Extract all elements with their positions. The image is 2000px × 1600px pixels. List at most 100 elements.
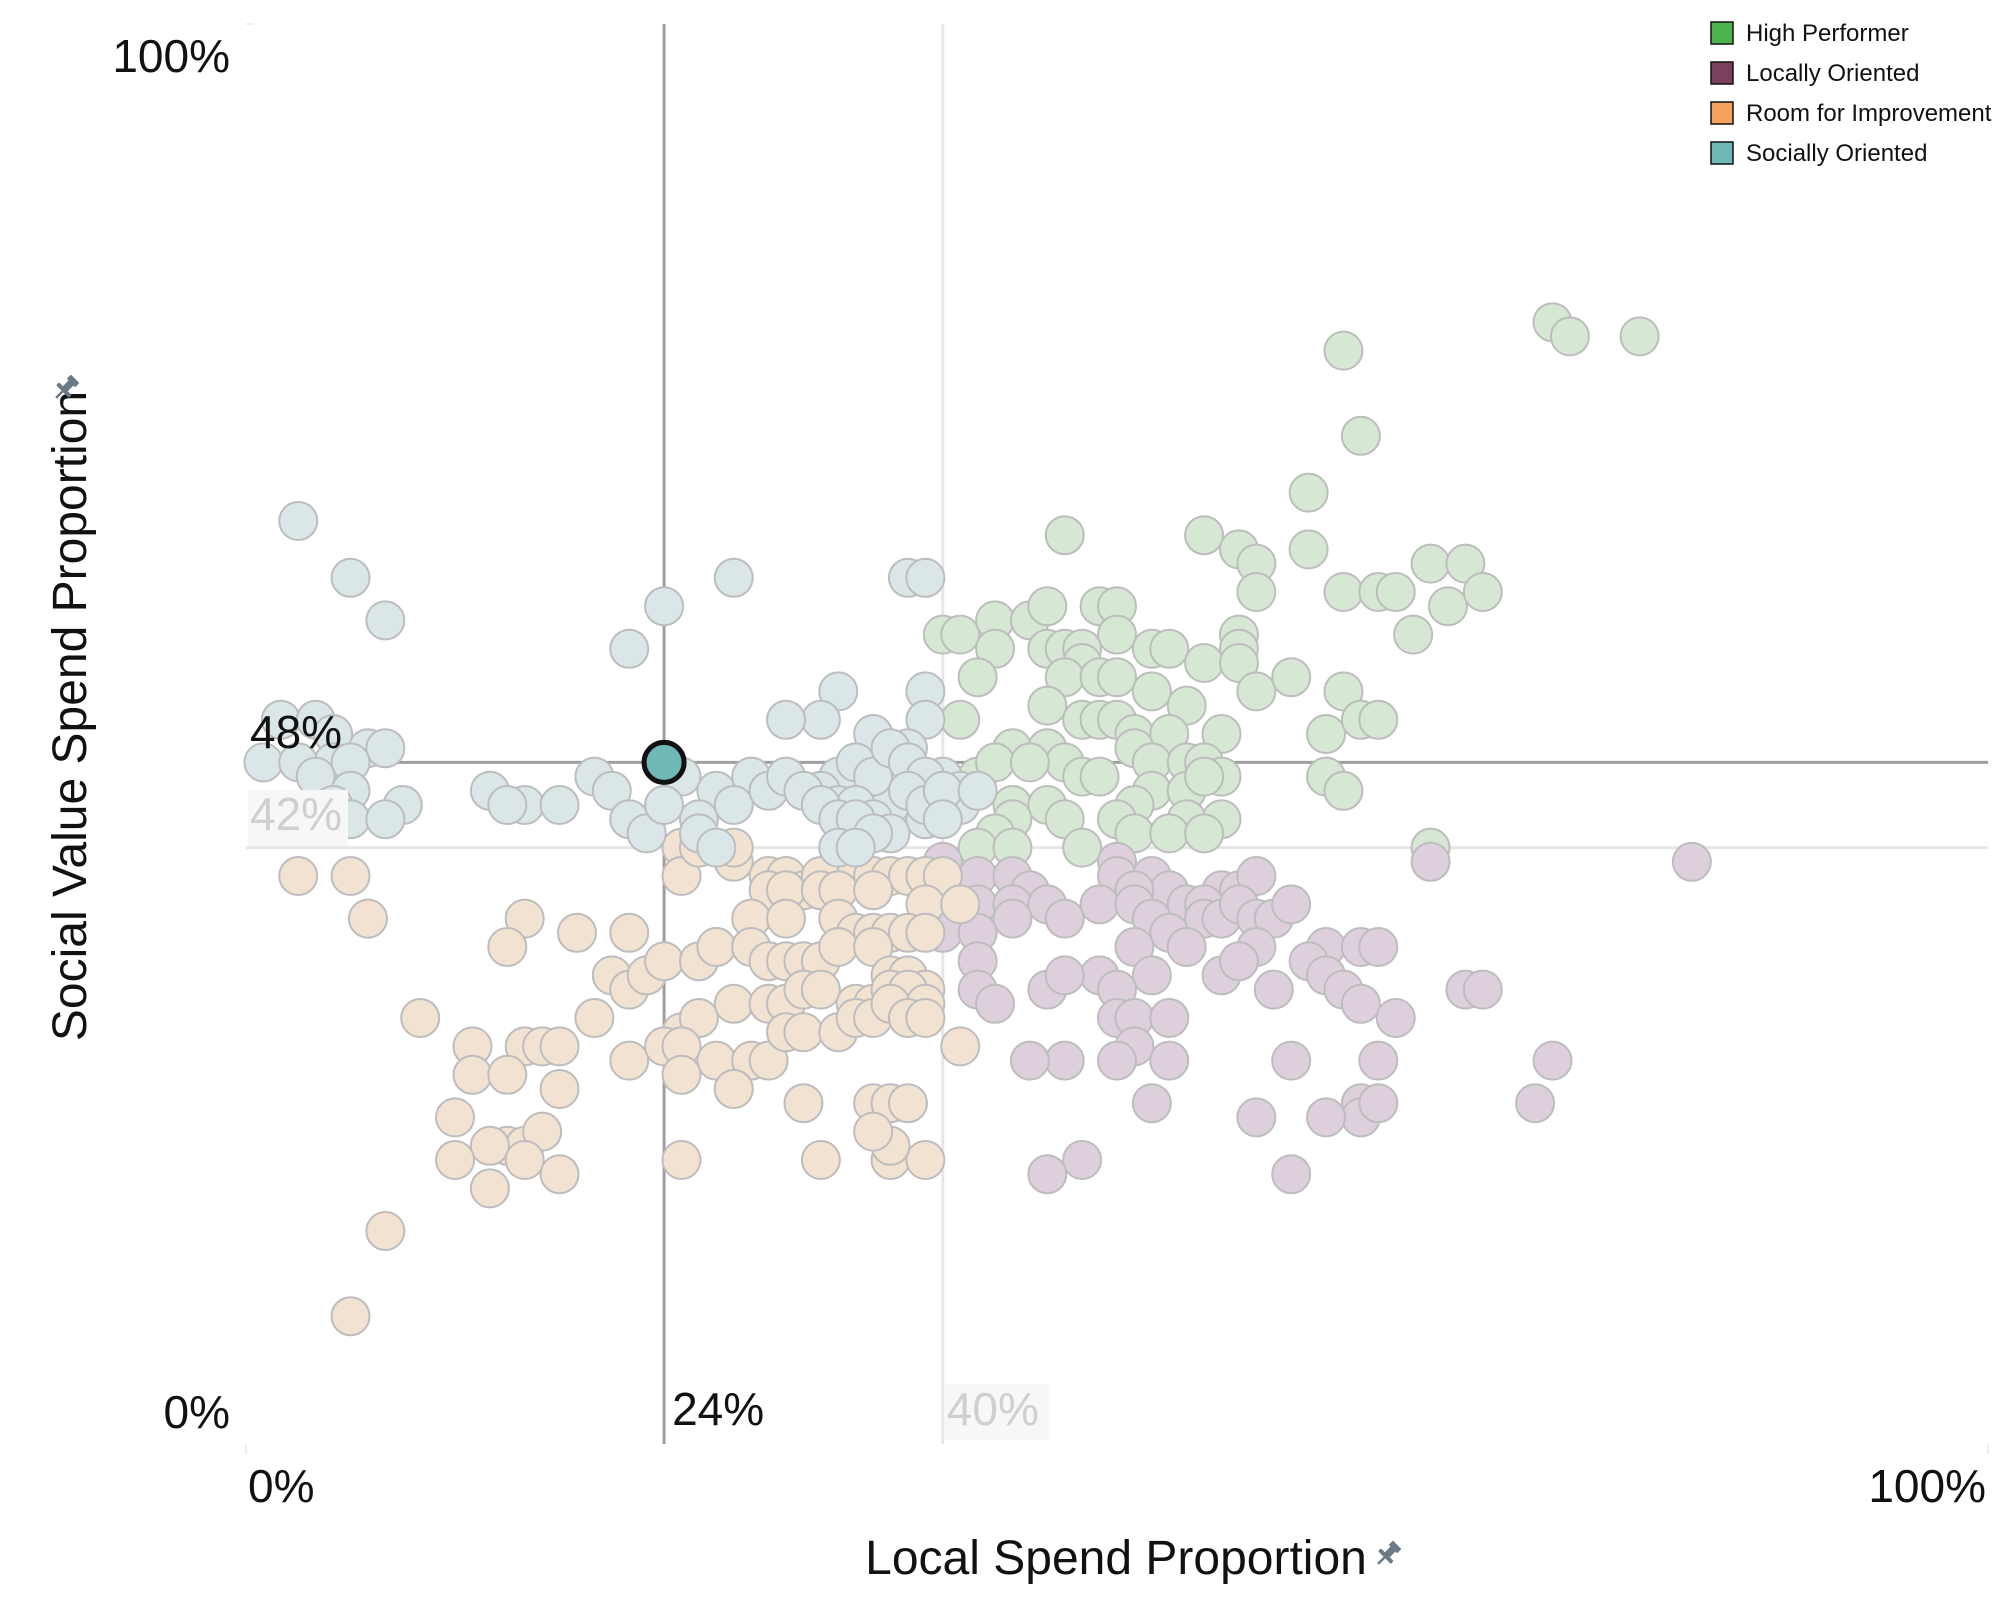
data-point [1166, 927, 1207, 967]
data-point [1236, 572, 1277, 612]
data-point [487, 927, 528, 967]
pin-icon[interactable] [1372, 1538, 1404, 1570]
data-point [783, 1083, 824, 1124]
data-point [661, 1054, 702, 1095]
data-point [1097, 614, 1137, 655]
data-point [644, 785, 685, 825]
data-point [1079, 884, 1120, 925]
data-point [1079, 756, 1120, 797]
data-point [800, 699, 841, 740]
data-point [1131, 671, 1172, 712]
data-point [1253, 969, 1294, 1010]
data-point [1271, 657, 1312, 698]
data-point [609, 628, 650, 669]
data-point [1410, 841, 1451, 882]
data-point [1044, 1040, 1085, 1081]
data-point [1218, 941, 1259, 982]
data-point [957, 770, 998, 811]
data-point [1358, 699, 1399, 740]
legend-item-socially-oriented: Socially Oriented [1710, 140, 1927, 167]
data-point [1044, 955, 1085, 996]
pin-head [1389, 1540, 1402, 1553]
data-point [713, 785, 754, 825]
data-point [905, 998, 946, 1038]
data-point [853, 1111, 894, 1152]
data-point [1097, 1040, 1137, 1081]
data-point [1358, 927, 1399, 967]
data-point [1149, 813, 1190, 854]
data-point [975, 983, 1016, 1024]
legend-label: Room for Improvement [1746, 100, 1992, 127]
data-point [1306, 714, 1347, 754]
data-point [1149, 628, 1190, 669]
data-point [940, 614, 981, 655]
data-point [1009, 742, 1050, 783]
x-tick-label-min: 0% [248, 1460, 314, 1512]
data-point [1062, 1140, 1103, 1180]
data-point [1044, 898, 1085, 939]
pin-needle [55, 390, 64, 399]
data-point [1393, 614, 1434, 655]
data-point [644, 941, 685, 982]
data-point [1027, 586, 1068, 627]
reference-x-label-primary: 24% [672, 1383, 764, 1435]
data-point [1184, 515, 1225, 556]
data-point [1619, 316, 1660, 357]
data-point [1323, 572, 1364, 612]
y-tick-label-min: 0% [164, 1386, 230, 1438]
data-point [1375, 998, 1416, 1038]
data-point [1323, 770, 1364, 811]
data-point [696, 927, 737, 967]
data-point [400, 998, 441, 1038]
legend-label: Socially Oriented [1746, 140, 1927, 167]
data-point [644, 586, 685, 627]
data-point [469, 1125, 510, 1166]
legend-item-locally-oriented: Locally Oriented [1710, 60, 1919, 87]
data-point [1306, 1097, 1347, 1138]
data-point [783, 1012, 824, 1053]
series-room-for-improvement [278, 827, 981, 1337]
data-point [1427, 586, 1468, 627]
data-point [1062, 827, 1103, 868]
data-point [1410, 543, 1451, 584]
series-socially-oriented [243, 501, 998, 868]
data-point [1271, 1040, 1312, 1081]
ref-label-bg [944, 1384, 1049, 1440]
data-point [1358, 1083, 1399, 1124]
data-point [887, 1083, 928, 1124]
data-point [940, 1026, 981, 1067]
data-point [1462, 572, 1503, 612]
legend-swatch [1710, 61, 1734, 85]
data-point [365, 600, 406, 641]
data-point [957, 657, 998, 698]
data-point [905, 912, 946, 953]
pin-icon[interactable] [50, 372, 82, 404]
data-point [1131, 955, 1172, 996]
data-point [766, 699, 807, 740]
data-point [330, 557, 371, 598]
reference-y-label-primary: 48% [250, 706, 342, 758]
data-point [1027, 685, 1068, 726]
data-point [435, 1140, 476, 1180]
data-point [940, 884, 981, 925]
pin-needle [1377, 1556, 1386, 1565]
data-point [365, 799, 406, 840]
data-point [1184, 813, 1225, 854]
data-point [1288, 472, 1329, 513]
data-point [609, 912, 650, 953]
data-point [800, 1140, 841, 1180]
data-point [1044, 515, 1085, 556]
data-point [469, 1168, 510, 1209]
pin-head [67, 374, 80, 387]
data-point [1271, 884, 1312, 925]
data-point [1131, 1083, 1172, 1124]
data-point [713, 557, 754, 598]
data-point [1375, 572, 1416, 612]
data-point [504, 1140, 545, 1180]
data-point [853, 870, 894, 911]
data-point [1097, 657, 1137, 698]
data-point [1236, 671, 1277, 712]
data-point [487, 785, 528, 825]
